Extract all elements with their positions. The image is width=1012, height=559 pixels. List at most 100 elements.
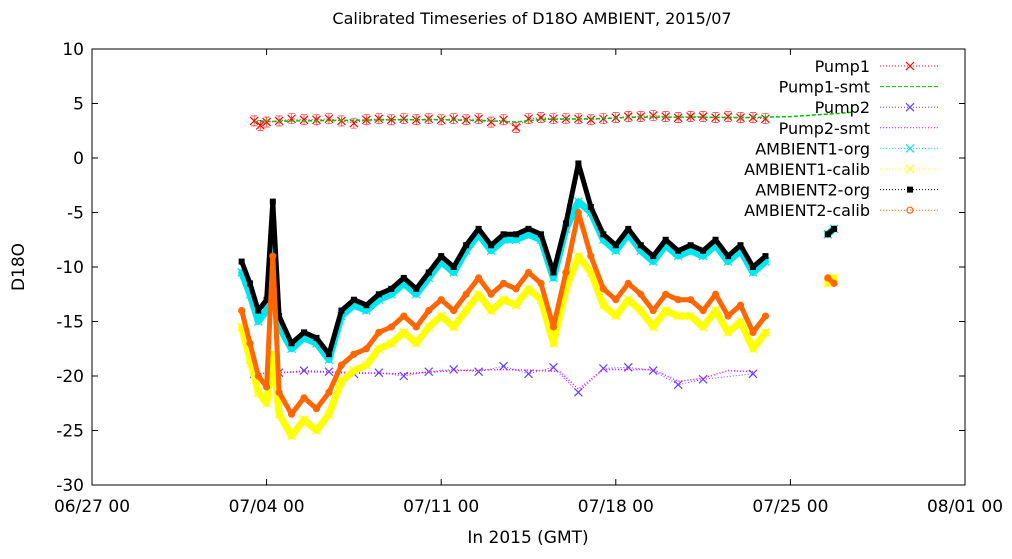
data-point (598, 300, 608, 310)
data-point (324, 367, 334, 377)
data-point (524, 284, 533, 294)
data-point (388, 285, 395, 292)
data-point (599, 285, 607, 293)
data-point (636, 306, 646, 316)
data-point (624, 279, 632, 287)
data-point (349, 366, 359, 375)
legend-item: Pump1 (815, 57, 940, 76)
y-tick-label: 10 (62, 40, 84, 60)
data-point (424, 114, 434, 124)
data-point (662, 236, 669, 243)
data-point (736, 301, 745, 309)
data-point (637, 242, 644, 249)
data-point (549, 323, 558, 331)
data-point (475, 225, 482, 232)
series-pump1-smt (254, 111, 853, 123)
data-point (325, 388, 333, 396)
data-point (462, 290, 470, 298)
data-point (749, 264, 756, 270)
data-point (499, 295, 508, 305)
data-point (600, 231, 607, 238)
data-point (400, 312, 408, 320)
y-tick-label: -10 (56, 258, 84, 278)
data-point (262, 398, 272, 408)
data-point (524, 369, 533, 379)
data-point (625, 225, 632, 232)
data-point (686, 112, 696, 122)
data-point (905, 61, 915, 71)
data-point (363, 302, 370, 309)
data-point (500, 231, 507, 238)
data-point (386, 338, 396, 348)
data-point (337, 361, 346, 369)
data-point (687, 296, 695, 304)
legend-item: Pump2 (815, 98, 940, 117)
legend-label: AMBIENT2-org (755, 181, 870, 200)
series-ambient2-calib (238, 208, 838, 418)
data-point (461, 306, 471, 316)
data-point (246, 280, 253, 287)
data-point (525, 225, 532, 232)
data-point (673, 311, 683, 321)
data-point (253, 387, 263, 397)
data-point (830, 279, 838, 287)
data-point (361, 115, 371, 125)
data-point (374, 368, 384, 378)
series-ambient2-org (238, 160, 838, 358)
y-tick-label: -20 (56, 367, 84, 387)
data-point (475, 274, 483, 282)
data-point (524, 268, 533, 277)
data-point (562, 268, 570, 277)
data-point (906, 206, 914, 214)
data-point (238, 258, 245, 265)
data-point (374, 114, 384, 124)
chart-title: Calibrated Timeseries of D18O AMBIENT, 2… (332, 9, 731, 28)
data-point (254, 372, 262, 380)
data-point (711, 290, 720, 298)
data-point (425, 307, 433, 315)
data-point (762, 253, 769, 260)
data-point (269, 252, 277, 260)
legend-label: AMBIENT1-calib (744, 160, 870, 179)
y-tick-label: -25 (56, 422, 84, 442)
data-point (312, 115, 321, 125)
data-point (246, 339, 254, 347)
data-point (749, 328, 757, 336)
data-point (387, 323, 395, 331)
data-point (637, 290, 645, 298)
data-point (905, 164, 915, 174)
data-point (299, 415, 309, 425)
data-point (474, 367, 484, 377)
data-point (537, 231, 544, 238)
data-point (449, 365, 459, 374)
data-point (312, 426, 321, 435)
data-point (411, 338, 421, 348)
y-tick-label: -30 (56, 476, 84, 496)
data-point (723, 327, 733, 337)
data-point (450, 264, 457, 270)
data-point (399, 327, 409, 337)
legend-item: AMBIENT2-calib (744, 201, 940, 220)
data-point (499, 115, 508, 125)
data-point (623, 295, 633, 305)
data-point (499, 279, 508, 287)
data-point (562, 220, 569, 227)
data-point (287, 114, 296, 124)
data-point (573, 387, 583, 397)
y-tick-label: 0 (73, 149, 84, 169)
data-point (487, 290, 495, 298)
data-point (313, 334, 320, 341)
data-point (437, 296, 445, 304)
data-point (673, 380, 683, 390)
legend-label: Pump1 (815, 57, 870, 76)
data-point (661, 306, 671, 316)
data-point (424, 322, 434, 332)
legend-item: AMBIENT1-org (755, 139, 940, 158)
x-tick-label: 07/18 00 (578, 497, 654, 517)
data-point (486, 117, 496, 127)
legend-label: AMBIENT1-org (755, 139, 870, 158)
y-axis-label: D18O (9, 243, 29, 291)
data-point (301, 329, 308, 336)
data-point (288, 340, 295, 347)
